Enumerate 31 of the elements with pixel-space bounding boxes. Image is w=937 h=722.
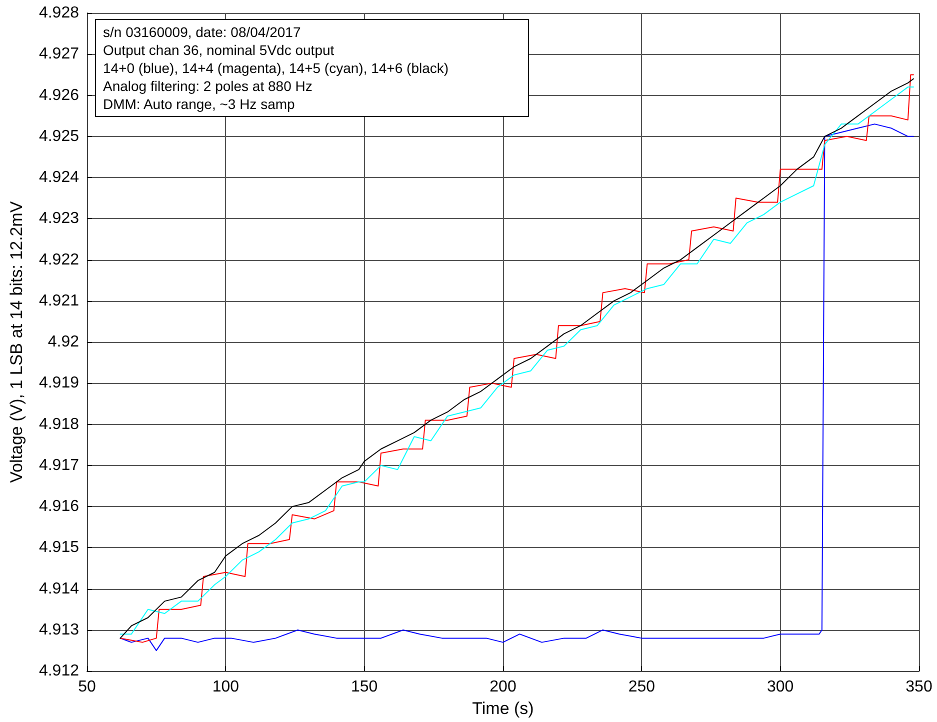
y-tick-label: 4.918	[38, 416, 80, 433]
y-tick-label: 4.92	[48, 334, 80, 351]
y-tick-label: 4.916	[38, 498, 80, 516]
y-tick-label: 4.924	[38, 169, 80, 186]
x-tick-label: 150	[350, 678, 378, 696]
y-tick-label: 4.921	[38, 292, 80, 310]
y-axis-title: Voltage (V), 1 LSB at 14 bits: 12.2mV	[7, 200, 26, 483]
y-tick-label: 4.928	[38, 4, 80, 22]
x-tick-label: 200	[490, 678, 516, 696]
annotation: Output chan 36, nominal 5Vdc output	[103, 41, 336, 59]
y-tick-label: 4.919	[38, 374, 80, 392]
y-tick-label: 4.926	[38, 86, 80, 104]
y-tick-label: 4.912	[38, 662, 80, 680]
y-tick-label: 4.925	[38, 128, 80, 145]
x-tick-label: 50	[78, 678, 96, 696]
y-tick-label: 4.914	[38, 580, 80, 598]
y-tick-label: 4.922	[38, 251, 80, 268]
x-tick-label: 350	[906, 678, 932, 696]
y-tick-label: 4.927	[38, 46, 80, 63]
annotation: s/n 03160009, date: 08/04/2017	[103, 23, 302, 41]
x-tick-label: 250	[628, 678, 656, 696]
x-tick-label: 100	[212, 678, 240, 696]
annotation: 14+0 (blue), 14+4 (magenta), 14+5 (cyan), 14+6 (black)	[103, 59, 450, 77]
x-tick-label: 300	[766, 678, 794, 696]
y-tick-label: 4.923	[38, 210, 80, 228]
x-axis-title: Time (s)	[472, 699, 534, 718]
annotation: Analog filtering: 2 poles at 880 Hz	[103, 77, 314, 95]
annotation: DMM: Auto range, ~3 Hz samp	[103, 95, 296, 113]
y-tick-label: 4.915	[38, 539, 80, 556]
y-tick-label: 4.913	[38, 621, 80, 638]
y-tick-label: 4.917	[38, 456, 80, 474]
